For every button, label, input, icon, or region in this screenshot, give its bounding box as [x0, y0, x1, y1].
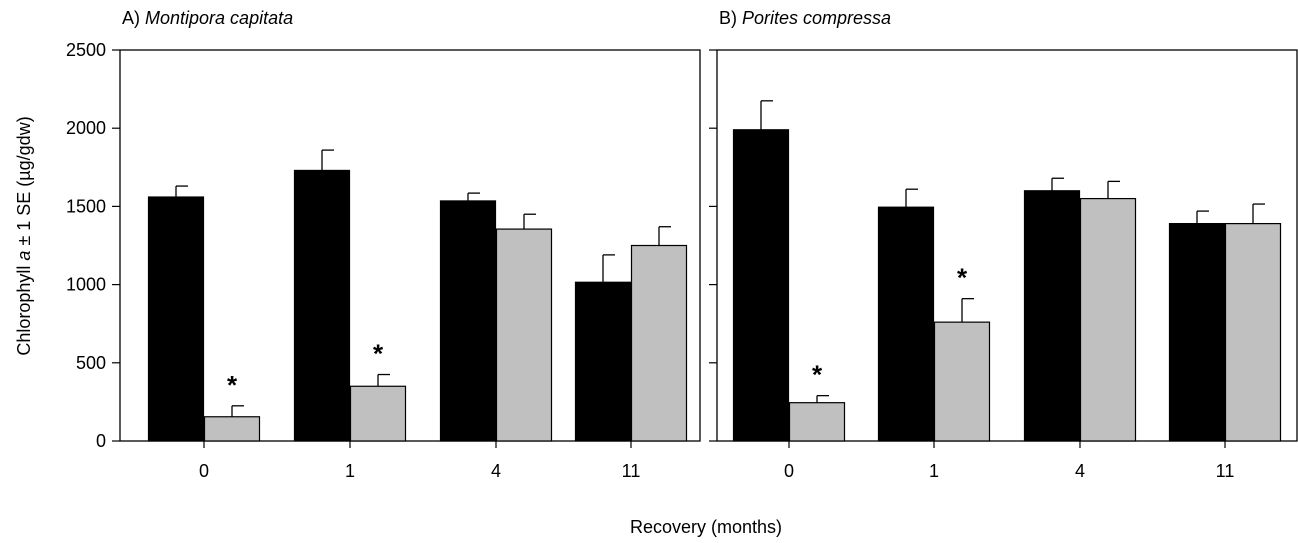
- x-tick-label: 0: [199, 461, 209, 481]
- bar: [732, 129, 790, 442]
- y-tick-label: 2000: [66, 118, 106, 138]
- bar: [788, 402, 846, 442]
- bar: [877, 206, 935, 442]
- y-axis-label-suffix: ± 1 SE (µg/gdw): [14, 116, 34, 250]
- y-tick-label: 500: [76, 353, 106, 373]
- bar: [933, 321, 991, 442]
- chart-panel-2: B) Porites compressa * 0 * 1 4 11: [709, 8, 1298, 481]
- y-axis-label-italic: a: [14, 251, 34, 261]
- x-axis-label: Recovery (months): [630, 517, 782, 537]
- bar: [147, 196, 205, 442]
- x-tick-label: 11: [622, 461, 641, 481]
- y-axis-label-prefix: Chlorophyll: [14, 261, 34, 356]
- x-tick-label: 0: [784, 461, 794, 481]
- bar: [574, 281, 632, 442]
- plot-frame: [119, 49, 701, 442]
- x-tick-label: 4: [491, 461, 501, 481]
- bar: [630, 244, 688, 442]
- y-axis-label: Chlorophyll a ± 1 SE (µg/gdw): [14, 116, 34, 355]
- significance-star: *: [227, 370, 238, 400]
- x-tick-label: 11: [1216, 461, 1235, 481]
- x-tick-label: 1: [929, 461, 939, 481]
- chart-panel-1: A) Montipora capitata 0 500 1000 1500 2000 250…: [66, 8, 701, 481]
- bar: [1023, 190, 1081, 442]
- plot-frame: [716, 49, 1298, 442]
- y-tick-label: 2500: [66, 40, 106, 60]
- significance-star: *: [373, 339, 384, 369]
- y-tick-label: 0: [96, 431, 106, 451]
- significance-star: *: [812, 360, 823, 390]
- panel-title: A) Montipora capitata: [122, 8, 293, 28]
- x-tick-label: 4: [1075, 461, 1085, 481]
- panel-title: B) Porites compressa: [719, 8, 891, 28]
- significance-star: *: [957, 263, 968, 293]
- y-tick-label: 1500: [66, 196, 106, 216]
- bar: [439, 200, 497, 442]
- bar: [293, 169, 351, 442]
- chart-panels: A) Montipora capitata 0 500 1000 1500 2000 250…: [66, 8, 1298, 481]
- bar: [1224, 223, 1282, 442]
- panel-species: Porites compressa: [742, 8, 891, 28]
- bar: [1168, 223, 1226, 442]
- bar: [1079, 197, 1137, 442]
- bar: [203, 416, 261, 442]
- panel-species: Montipora capitata: [145, 8, 293, 28]
- bar: [349, 385, 407, 442]
- y-tick-label: 1000: [66, 275, 106, 295]
- x-tick-label: 1: [345, 461, 355, 481]
- bar: [495, 228, 553, 442]
- panel-letter: A): [122, 8, 145, 28]
- panel-letter: B): [719, 8, 742, 28]
